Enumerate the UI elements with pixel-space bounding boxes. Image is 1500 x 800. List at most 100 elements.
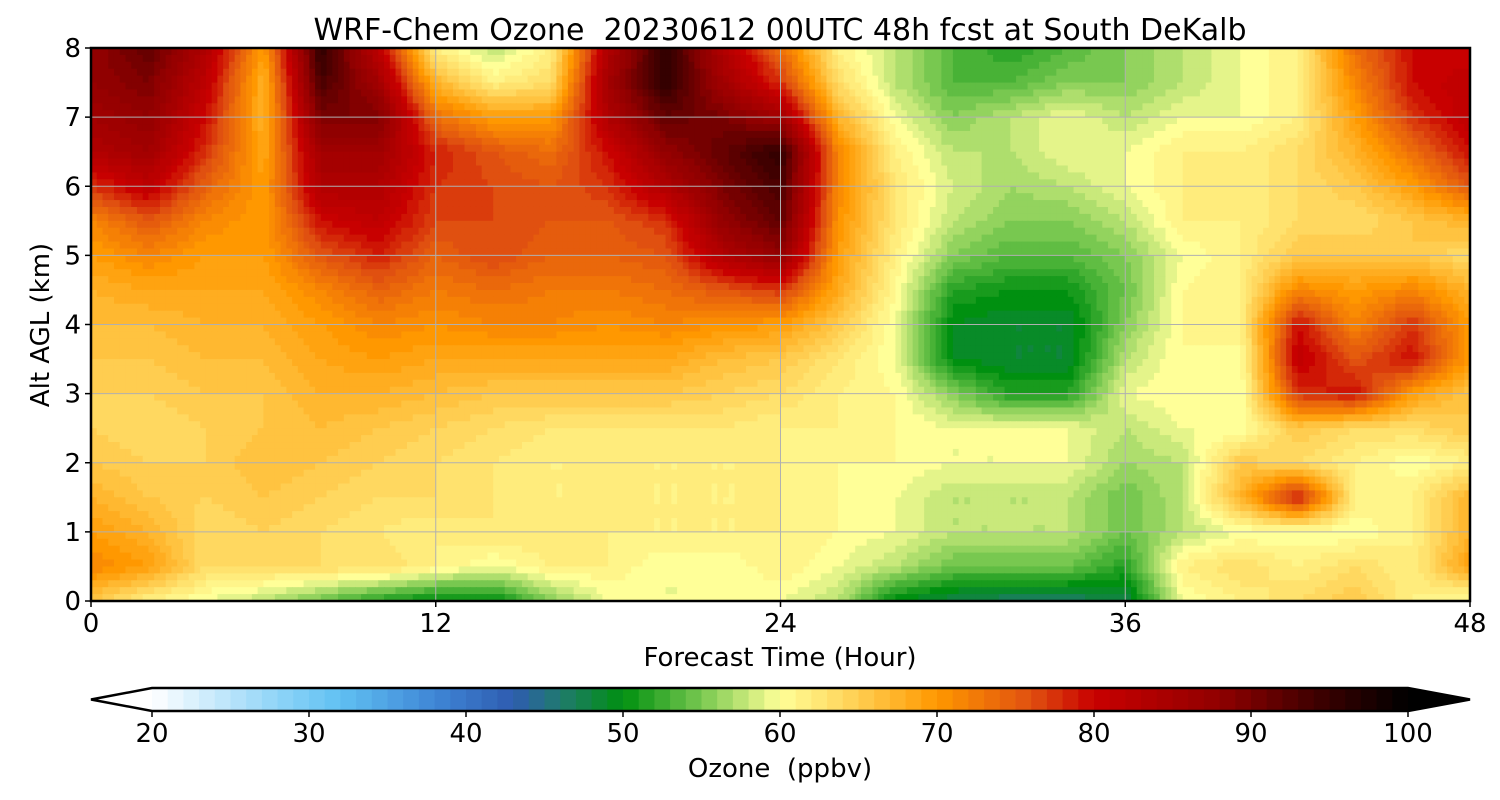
heat-cell: [269, 138, 275, 146]
heat-cell: [442, 62, 448, 70]
heat-cell: [292, 152, 298, 160]
heat-cell: [855, 89, 861, 97]
heat-cell: [809, 159, 815, 167]
heat-cell: [1378, 172, 1384, 180]
heat-cell: [125, 89, 131, 97]
heat-cell: [309, 159, 315, 167]
heat-cell: [648, 166, 654, 174]
heat-cell: [953, 55, 959, 63]
heat-cell: [758, 69, 764, 77]
heat-cell: [499, 62, 505, 70]
heat-cell: [212, 179, 218, 187]
heat-cell: [1280, 96, 1286, 104]
heat-cell: [229, 172, 235, 180]
heat-cell: [924, 62, 930, 70]
heat-cell: [608, 55, 614, 63]
heat-cell: [1378, 62, 1384, 70]
heat-cell: [1016, 166, 1022, 174]
heat-cell: [867, 179, 873, 187]
heat-cell: [562, 124, 568, 132]
heat-cell: [1349, 69, 1355, 77]
heat-cell: [1206, 172, 1212, 180]
heat-cell: [1430, 145, 1436, 153]
heat-cell: [1390, 110, 1396, 118]
heat-cell: [1016, 145, 1022, 153]
heat-cell: [160, 159, 166, 167]
heat-cell: [332, 124, 338, 132]
heat-cell: [1028, 172, 1034, 180]
heat-cell: [872, 89, 878, 97]
heat-cell: [677, 138, 683, 146]
heat-cell: [240, 131, 246, 139]
heat-cell: [269, 172, 275, 180]
heat-cell: [315, 138, 321, 146]
heat-cell: [1298, 138, 1304, 146]
heat-cell: [304, 166, 310, 174]
heat-cell: [476, 55, 482, 63]
heat-cell: [1056, 131, 1062, 139]
heat-cell: [516, 76, 522, 84]
heat-cell: [918, 131, 924, 139]
heat-cell: [1298, 152, 1304, 160]
heat-cell: [884, 62, 890, 70]
heat-cell: [533, 89, 539, 97]
heat-cell: [1091, 55, 1097, 63]
heat-cell: [671, 124, 677, 132]
heat-cell: [677, 172, 683, 180]
heat-cell: [1298, 89, 1304, 97]
heat-cell: [120, 145, 126, 153]
heat-cell: [999, 179, 1005, 187]
heat-cell: [763, 62, 769, 70]
heat-cell: [516, 55, 522, 63]
heat-cell: [304, 110, 310, 118]
heat-cell: [878, 110, 884, 118]
heat-cell: [993, 103, 999, 111]
heat-cell: [941, 159, 947, 167]
heat-cell: [1028, 110, 1034, 118]
heat-cell: [1074, 117, 1080, 125]
heat-cell: [1430, 131, 1436, 139]
heat-cell: [1240, 69, 1246, 77]
heat-cell: [614, 172, 620, 180]
heat-cell: [401, 166, 407, 174]
heat-cell: [809, 76, 815, 84]
heat-cell: [1154, 159, 1160, 167]
heat-cell: [464, 124, 470, 132]
heat-cell: [223, 166, 229, 174]
heat-cell: [528, 55, 534, 63]
heat-cell: [706, 69, 712, 77]
heat-cell: [1418, 55, 1424, 63]
heat-cell: [786, 83, 792, 91]
heat-cell: [1367, 166, 1373, 174]
heat-cell: [160, 186, 166, 194]
heat-cell: [890, 89, 896, 97]
heat-cell: [579, 124, 585, 132]
heat-cell: [1372, 69, 1378, 77]
heat-cell: [1378, 138, 1384, 146]
heat-cell: [1252, 159, 1258, 167]
heat-cell: [1390, 76, 1396, 84]
heat-cell: [1234, 145, 1240, 153]
heat-cell: [321, 186, 327, 194]
heat-cell: [1338, 76, 1344, 84]
heat-cell: [269, 152, 275, 160]
heat-cell: [464, 55, 470, 63]
heat-cell: [1424, 117, 1430, 125]
heat-cell: [907, 110, 913, 118]
heat-cell: [407, 179, 413, 187]
heat-cell: [1068, 83, 1074, 91]
heat-cell: [240, 159, 246, 167]
heat-cell: [849, 55, 855, 63]
heat-cell: [1194, 55, 1200, 63]
heat-cell: [539, 110, 545, 118]
heat-cell: [1252, 145, 1258, 153]
heat-cell: [516, 89, 522, 97]
heat-cell: [844, 69, 850, 77]
heat-cell: [786, 131, 792, 139]
heat-cell: [1459, 110, 1465, 118]
heat-cell: [1091, 166, 1097, 174]
heat-cell: [528, 179, 534, 187]
heat-cell: [798, 159, 804, 167]
heat-cell: [1344, 89, 1350, 97]
heat-cell: [936, 83, 942, 91]
